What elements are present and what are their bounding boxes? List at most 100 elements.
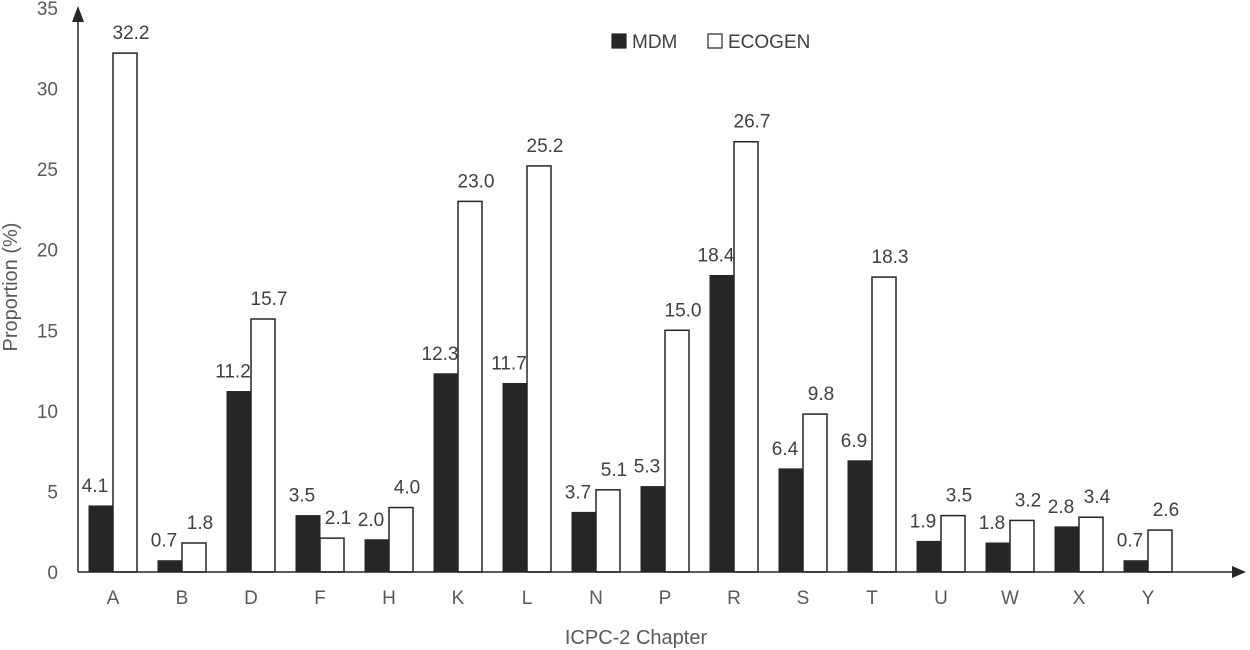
- y-tick-label: 15: [37, 321, 58, 342]
- bar-ecogen: [802, 413, 828, 573]
- y-tick-label: 0: [47, 563, 58, 584]
- bar-ecogen: [388, 506, 414, 573]
- x-axis-title: ICPC-2 Chapter: [565, 627, 708, 649]
- x-tick-label: Y: [1142, 588, 1155, 609]
- data-label-mdm: 1.9: [910, 511, 936, 532]
- data-label-mdm: 3.5: [289, 486, 315, 507]
- y-axis-title: Proportion (%): [0, 223, 22, 352]
- bar-mdm: [364, 539, 390, 573]
- bar-mdm: [847, 460, 873, 573]
- x-tick-label: D: [244, 588, 258, 609]
- data-label-ecogen: 15.0: [665, 300, 702, 321]
- bar-mdm: [295, 515, 321, 573]
- bar-mdm: [985, 542, 1011, 573]
- bar-ecogen: [1078, 516, 1104, 573]
- bar-ecogen: [595, 489, 621, 573]
- data-label-ecogen: 3.4: [1084, 487, 1111, 508]
- bar-mdm: [502, 382, 528, 573]
- bar-ecogen: [181, 542, 207, 573]
- x-tick-label: K: [452, 588, 465, 609]
- bar-mdm: [640, 486, 666, 573]
- bar-mdm: [709, 274, 735, 573]
- y-tick-label: 5: [47, 482, 58, 503]
- data-label-ecogen: 23.0: [458, 171, 495, 192]
- bar-ecogen: [526, 165, 552, 573]
- bar-ecogen: [871, 276, 897, 573]
- legend-swatch-ecogen: [707, 33, 723, 49]
- data-label-ecogen: 9.8: [808, 384, 834, 405]
- data-label-mdm: 11.7: [491, 353, 527, 374]
- data-label-ecogen: 15.7: [251, 289, 288, 310]
- bar-mdm: [157, 560, 183, 573]
- data-label-ecogen: 3.5: [946, 486, 972, 507]
- data-label-mdm: 1.8: [979, 513, 1005, 534]
- y-axis-ticks: 0 5 10 15 20 25 30 35: [37, 0, 58, 584]
- bars-group: [88, 52, 1173, 573]
- bar-mdm: [916, 540, 942, 573]
- y-tick-label: 10: [37, 402, 58, 423]
- x-tick-label: H: [382, 588, 396, 609]
- x-tick-label: A: [107, 588, 120, 609]
- data-label-mdm: 5.3: [634, 457, 660, 478]
- y-tick-label: 25: [37, 160, 58, 181]
- data-label-ecogen: 1.8: [187, 513, 213, 534]
- bar-ecogen: [250, 318, 276, 573]
- y-tick-label: 30: [37, 80, 58, 101]
- data-label-mdm: 11.2: [215, 362, 251, 383]
- x-tick-label: T: [866, 588, 878, 609]
- legend-swatch-mdm: [611, 33, 627, 49]
- bar-ecogen: [664, 329, 690, 573]
- bar-ecogen: [1009, 519, 1035, 573]
- bar-ecogen: [940, 514, 966, 573]
- data-label-mdm: 12.3: [422, 344, 459, 365]
- x-tick-label: L: [522, 588, 533, 609]
- x-tick-label: F: [314, 588, 326, 609]
- data-label-ecogen: 5.1: [601, 460, 627, 481]
- data-labels-group: 4.1 32.2 0.7 1.8 11.2 15.7 3.5 2.1 2.0 4.0 12.3 23.…: [82, 23, 1179, 552]
- x-tick-label: X: [1073, 588, 1086, 609]
- data-label-mdm: 3.7: [565, 482, 591, 503]
- data-label-mdm: 2.0: [358, 510, 384, 531]
- bar-mdm: [88, 505, 114, 573]
- x-tick-label: W: [1001, 588, 1019, 609]
- data-label-mdm: 6.4: [772, 439, 799, 460]
- data-label-mdm: 6.9: [841, 431, 867, 452]
- data-label-mdm: 4.1: [82, 476, 108, 497]
- data-label-ecogen: 26.7: [734, 112, 771, 133]
- legend-label-ecogen: ECOGEN: [728, 32, 810, 53]
- data-label-ecogen: 25.2: [527, 136, 564, 157]
- data-label-ecogen: 2.6: [1153, 500, 1179, 521]
- x-tick-label: P: [659, 588, 672, 609]
- data-label-ecogen: 2.1: [325, 508, 351, 529]
- bar-mdm: [226, 391, 252, 573]
- bar-ecogen: [457, 200, 483, 573]
- x-tick-label: R: [727, 588, 741, 609]
- bar-mdm: [1123, 560, 1149, 573]
- axes-group: [72, 6, 1246, 578]
- data-label-mdm: 0.7: [1117, 531, 1143, 552]
- y-tick-label: 20: [37, 241, 58, 262]
- x-tick-label: N: [589, 588, 603, 609]
- bar-mdm: [433, 373, 459, 573]
- data-label-ecogen: 4.0: [394, 478, 420, 499]
- legend-label-mdm: MDM: [632, 32, 677, 53]
- data-label-mdm: 2.8: [1048, 497, 1074, 518]
- y-axis-arrow-icon: [72, 6, 84, 22]
- x-tick-label: B: [176, 588, 189, 609]
- bar-ecogen: [1147, 529, 1173, 573]
- y-tick-label: 35: [37, 0, 58, 20]
- data-label-ecogen: 32.2: [113, 23, 150, 44]
- bar-ecogen: [319, 537, 345, 573]
- data-label-ecogen: 18.3: [872, 247, 909, 268]
- x-axis-arrow-icon: [1232, 566, 1246, 578]
- data-label-ecogen: 3.2: [1015, 490, 1041, 511]
- bar-mdm: [571, 511, 597, 573]
- bar-mdm: [1054, 526, 1080, 573]
- bar-ecogen: [112, 52, 138, 573]
- bar-ecogen: [733, 140, 759, 573]
- x-tick-label: S: [797, 588, 810, 609]
- bar-mdm: [778, 468, 804, 573]
